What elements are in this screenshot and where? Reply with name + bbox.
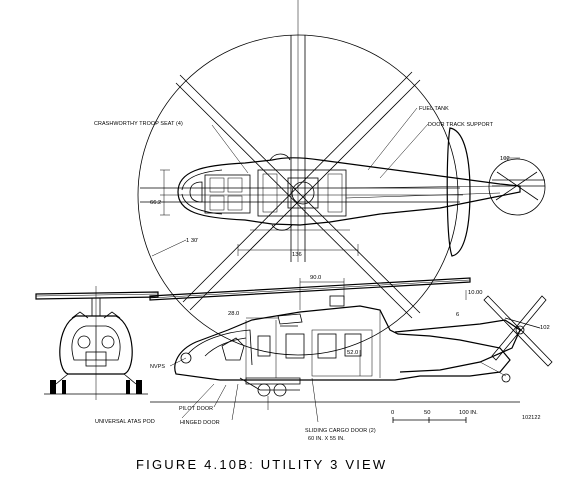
tail-rotor-side xyxy=(483,295,553,367)
dim-width-top: 66.2 xyxy=(150,200,161,206)
label-universal-atas: UNIVERSAL ATAS POD xyxy=(95,419,155,425)
figure-caption: FIGURE 4.10B: UTILITY 3 VIEW xyxy=(136,457,387,472)
horizontal-stabilizer xyxy=(446,127,471,257)
fuselage-side xyxy=(174,305,511,410)
dim-diameter: 1 30' xyxy=(186,238,198,244)
label-nvps: NVPS xyxy=(150,364,165,370)
scale-tick-100: 100 IN. xyxy=(459,410,478,416)
dim-nose-width: 28.0 xyxy=(228,311,239,317)
label-sliding-door: SLIDING CARGO DOOR (2) xyxy=(305,428,376,434)
dim-rotor-tilt: 6 xyxy=(456,312,459,318)
dim-cabin-length: 90.0 xyxy=(310,275,321,281)
tail-rotor-top xyxy=(488,157,546,216)
scale-tick-0: 0 xyxy=(391,410,394,416)
dim-cabin-height: 52.0 xyxy=(347,350,358,356)
tail-boom-side xyxy=(394,319,521,383)
dim-length-top: 136 xyxy=(292,252,302,258)
label-hinged-door: HINGED DOOR xyxy=(180,420,220,426)
scale-bar: 0 50 100 IN. xyxy=(391,410,478,423)
main-rotor-side xyxy=(149,277,471,307)
dim-rotor-clearance: 10.00 xyxy=(468,290,483,296)
label-crashworthy-seat: CRASHWORTHY TROOP SEAT (4) xyxy=(94,121,183,127)
label-pilot-door: PILOT DOOR xyxy=(179,406,213,412)
side-view xyxy=(149,277,553,423)
front-view xyxy=(35,286,159,400)
dim-tail-rotor-side: 102 xyxy=(540,325,550,331)
main-rotor-blades-top xyxy=(140,35,460,319)
label-fuel-tank: FUEL TANK xyxy=(419,106,449,112)
top-view xyxy=(137,0,546,356)
drawing-number: 102122 xyxy=(522,415,541,421)
label-door-track: DOOR TRACK SUPPORT xyxy=(428,122,494,128)
scale-tick-50: 50 xyxy=(424,410,430,416)
fuselage-top xyxy=(177,153,521,231)
dim-tail-rotor-top: 102 xyxy=(500,156,510,162)
label-sliding-door-size: 60 IN. X 55 IN. xyxy=(308,436,345,442)
